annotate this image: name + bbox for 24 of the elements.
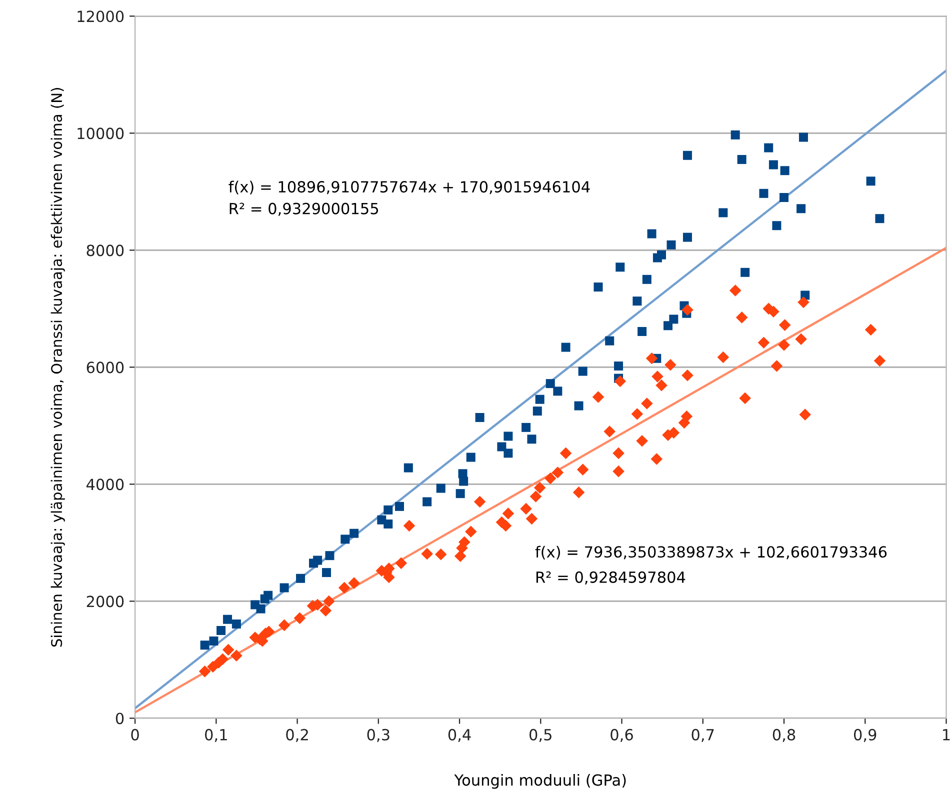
x-tick-label: 0,5 <box>530 728 552 742</box>
x-tick-label: 0,4 <box>448 728 471 742</box>
y-axis-title: Sininen kuvaaja: yläpainimen voima, Oranssi kuvaaja: efektiivinen voima (N) <box>50 88 65 647</box>
x-tick-label: 0,9 <box>854 728 876 742</box>
x-tick-label: 0,2 <box>286 728 308 742</box>
annotation: f(x) = 7936,3503389873x + 102,6601793346 <box>535 546 887 560</box>
annotation: R² = 0,9284597804 <box>536 571 686 585</box>
x-axis-title: Youngin moduuli (GPa) <box>454 774 626 789</box>
x-tick-label: 0,1 <box>205 728 227 742</box>
y-tick-label: 4000 <box>86 478 124 490</box>
x-tick-label: 0,8 <box>772 728 796 742</box>
y-tick-label: 2000 <box>86 596 124 608</box>
y-tick-label: 6000 <box>86 362 124 374</box>
y-tick-label: 0 <box>116 712 124 724</box>
x-tick-label: 0,6 <box>610 728 633 742</box>
annotation: R² = 0,9329000155 <box>230 202 378 216</box>
y-tick-label: 12000 <box>78 10 124 22</box>
x-tick-label: 0,7 <box>692 728 714 742</box>
x-tick-label: 1 <box>943 729 950 740</box>
x-tick-label: 0,3 <box>367 728 390 742</box>
y-tick-label: 8000 <box>86 244 124 256</box>
annotation: f(x) = 10896,9107757674x + 170,9015946104 <box>228 180 590 194</box>
y-tick-label: 10000 <box>78 128 124 140</box>
x-tick-label: 0 <box>131 728 139 740</box>
